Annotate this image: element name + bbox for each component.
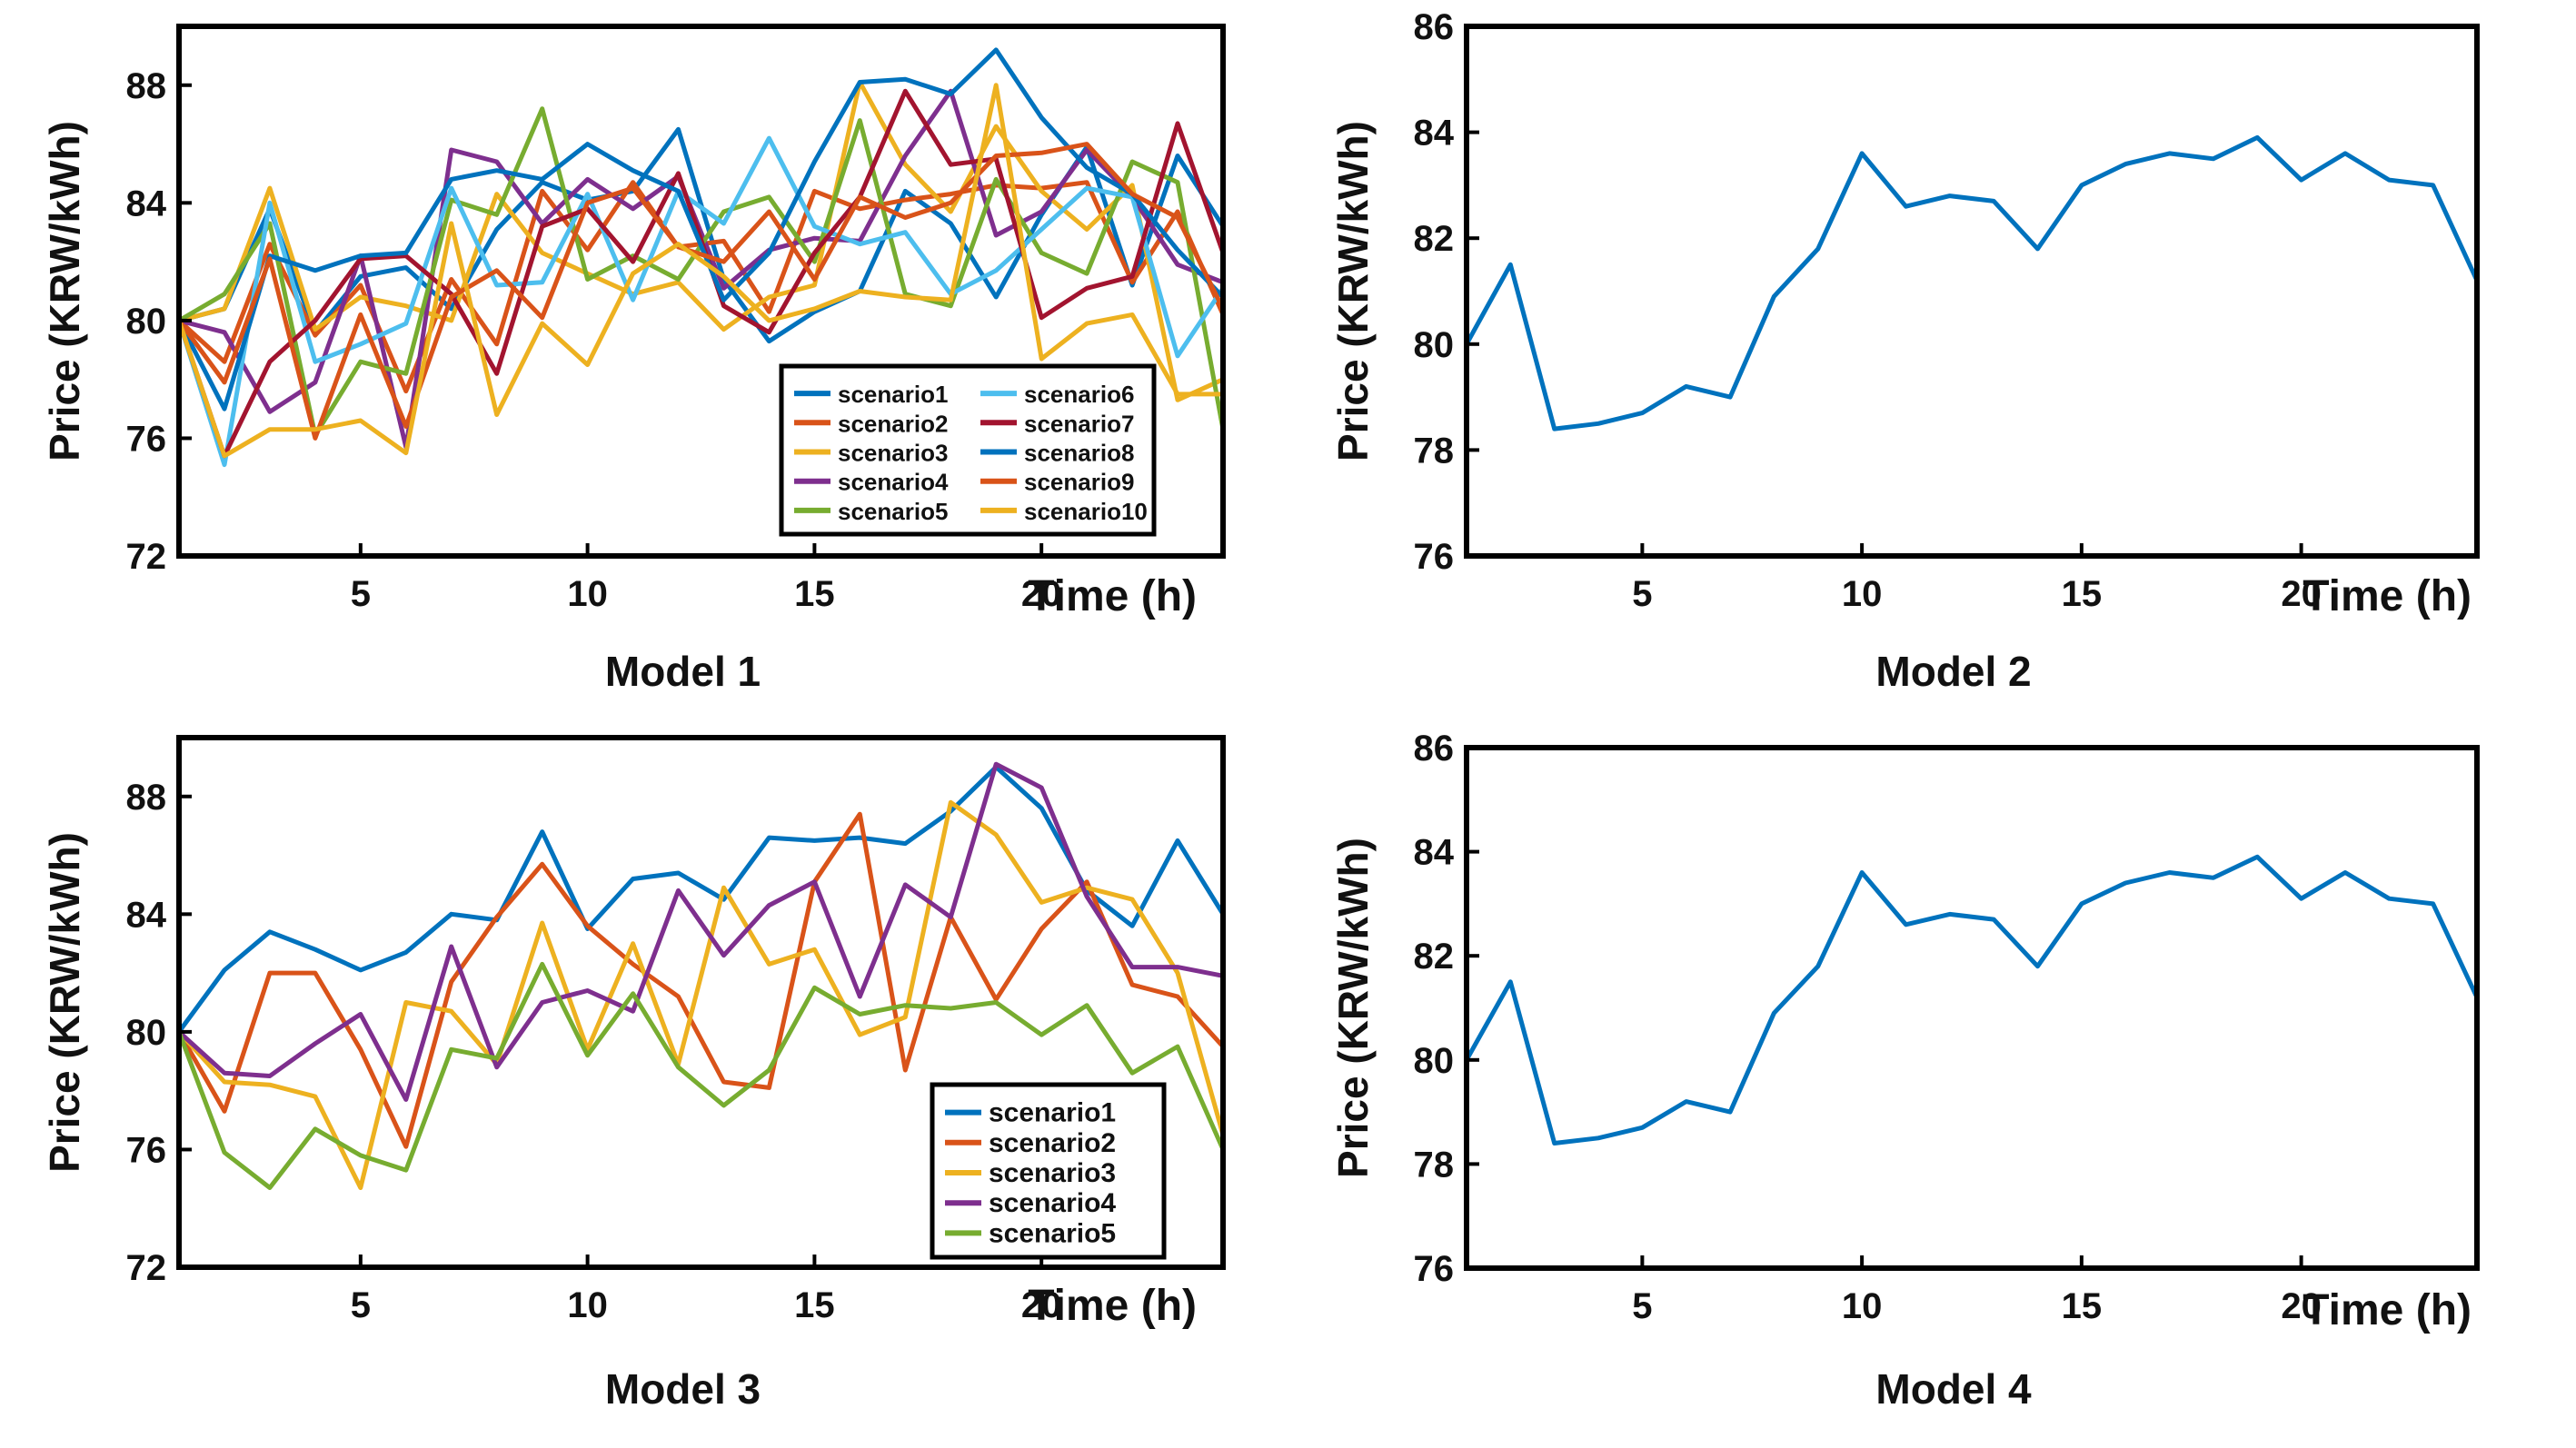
- x-tick-label: 20: [2281, 574, 2322, 614]
- series-line-series-1: [1467, 134, 2477, 431]
- series-line-scenario2: [179, 811, 1223, 1149]
- y-tick-label: 82: [1414, 219, 1455, 259]
- x-tick-label: 5: [351, 1285, 371, 1325]
- legend: scenario1scenario2scenario3scenario4scen…: [930, 1082, 1167, 1260]
- x-tick-label: 5: [351, 574, 371, 614]
- y-tick-label: 72: [126, 537, 167, 577]
- y-tick-label: 86: [1414, 7, 1455, 47]
- series-line-scenario4: [179, 88, 1223, 450]
- y-tick-label: 80: [126, 1013, 167, 1053]
- y-tick-label: 78: [1414, 431, 1455, 471]
- y-axis-label: Price (KRW/kWh): [41, 121, 88, 461]
- x-axis-label: Time (h): [1028, 1282, 1197, 1330]
- legend-label: scenario8: [1024, 440, 1134, 467]
- y-tick-label: 84: [126, 183, 167, 223]
- legend-label: scenario5: [989, 1218, 1116, 1248]
- series-line-scenario8: [179, 47, 1223, 412]
- y-tick-label: 84: [126, 895, 167, 935]
- legend-label: scenario10: [1024, 498, 1148, 525]
- axes-frame: [176, 735, 1226, 1270]
- legend-label: scenario1: [989, 1098, 1116, 1128]
- y-tick-label: 80: [1414, 325, 1455, 365]
- series-line-series-1: [1467, 854, 2477, 1146]
- series-line-scenario6: [179, 135, 1223, 468]
- x-tick-label: 15: [2062, 1286, 2103, 1326]
- legend: scenario1scenario2scenario3scenario4scen…: [779, 363, 1157, 537]
- y-tick-label: 76: [1414, 537, 1455, 577]
- series-line-scenario9: [179, 142, 1223, 441]
- y-tick-label: 76: [1414, 1249, 1455, 1289]
- legend-label: scenario2: [838, 410, 948, 437]
- y-axis-label: Price (KRW/kWh): [41, 832, 88, 1173]
- y-tick-label: 76: [126, 1130, 167, 1170]
- x-axis-label: Time (h): [2302, 1286, 2472, 1334]
- y-tick-label: 72: [126, 1248, 167, 1288]
- series-line-scenario1: [179, 764, 1223, 1035]
- y-tick-label: 80: [1414, 1041, 1455, 1081]
- x-axis-label: Time (h): [2302, 572, 2472, 620]
- legend-label: scenario1: [838, 381, 948, 408]
- series-line-scenario5: [179, 961, 1223, 1190]
- axes-frame: [1464, 24, 2480, 559]
- legend-label: scenario3: [989, 1158, 1116, 1188]
- series-line-scenario4: [179, 761, 1223, 1102]
- y-tick-label: 86: [1414, 729, 1455, 769]
- y-tick-label: 82: [1414, 937, 1455, 977]
- series-line-scenario3: [179, 799, 1223, 1190]
- legend-label: scenario5: [838, 498, 948, 525]
- panel-caption: Model 4: [1875, 1365, 2032, 1413]
- series-line-scenario7: [179, 88, 1223, 459]
- x-tick-label: 20: [1021, 1285, 1062, 1325]
- y-tick-label: 88: [126, 66, 167, 106]
- panel-caption: Model 3: [605, 1365, 761, 1413]
- x-tick-label: 5: [1632, 1286, 1652, 1326]
- x-tick-label: 15: [794, 574, 835, 614]
- legend-label: scenario4: [838, 469, 949, 496]
- x-tick-label: 10: [567, 574, 608, 614]
- x-tick-label: 20: [1021, 574, 1062, 614]
- legend-label: scenario7: [1024, 410, 1134, 437]
- y-axis-label: Price (KRW/kWh): [1329, 121, 1377, 461]
- y-tick-label: 84: [1414, 833, 1455, 873]
- series-line-scenario10: [179, 83, 1223, 459]
- x-tick-label: 10: [1842, 1286, 1883, 1326]
- legend-label: scenario6: [1024, 381, 1134, 408]
- legend-label: scenario4: [989, 1188, 1116, 1218]
- y-tick-label: 84: [1414, 114, 1455, 154]
- axes-frame: [1464, 745, 2480, 1271]
- x-tick-label: 20: [2281, 1286, 2322, 1326]
- x-tick-label: 5: [1632, 574, 1652, 614]
- y-tick-label: 88: [126, 778, 167, 818]
- x-tick-label: 10: [567, 1285, 608, 1325]
- y-tick-label: 76: [126, 419, 167, 459]
- y-tick-label: 78: [1414, 1145, 1455, 1185]
- x-tick-label: 15: [794, 1285, 835, 1325]
- panel-caption: Model 2: [1875, 648, 2031, 695]
- legend-label: scenario9: [1024, 469, 1134, 496]
- x-tick-label: 10: [1842, 574, 1883, 614]
- x-axis-label: Time (h): [1028, 572, 1197, 620]
- legend-label: scenario3: [838, 440, 948, 467]
- axes-frame: [176, 24, 1226, 559]
- legend-label: scenario2: [989, 1128, 1116, 1158]
- y-tick-label: 80: [126, 302, 167, 342]
- x-tick-label: 15: [2062, 574, 2103, 614]
- y-axis-label: Price (KRW/kWh): [1329, 838, 1377, 1178]
- series-line-scenario3: [179, 80, 1223, 402]
- panel-caption: Model 1: [605, 648, 761, 695]
